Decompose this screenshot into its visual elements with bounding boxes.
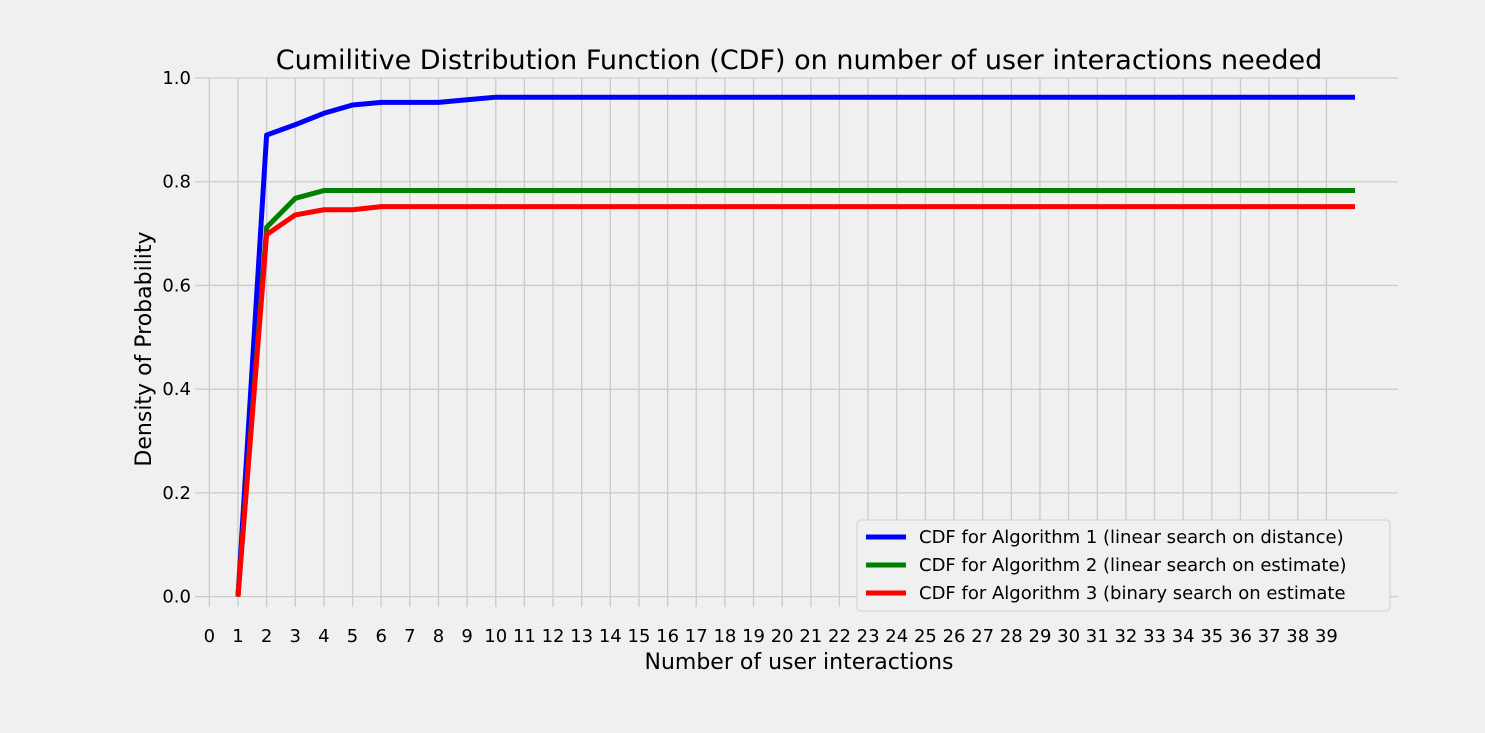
x-tick-label: 26 (943, 626, 966, 647)
x-tick-label: 33 (1143, 626, 1166, 647)
legend-label-algorithm-1: CDF for Algorithm 1 (linear search on di… (919, 527, 1344, 548)
x-tick-label: 6 (375, 626, 386, 647)
y-tick-label: 0.2 (162, 483, 191, 504)
x-tick-label: 30 (1057, 626, 1080, 647)
x-tick-label: 18 (713, 626, 736, 647)
x-tick-label: 12 (542, 626, 565, 647)
x-tick-label: 36 (1229, 626, 1252, 647)
x-tick-label: 15 (628, 626, 651, 647)
x-tick-label: 13 (570, 626, 593, 647)
x-tick-label: 5 (347, 626, 358, 647)
x-tick-label: 17 (685, 626, 708, 647)
legend: CDF for Algorithm 1 (linear search on di… (856, 519, 1391, 612)
x-tick-label: 39 (1315, 626, 1338, 647)
x-tick-label: 31 (1086, 626, 1109, 647)
x-tick-label: 35 (1200, 626, 1223, 647)
x-tick-label: 11 (513, 626, 536, 647)
chart-title: Cumilitive Distribution Function (CDF) o… (276, 45, 1323, 76)
y-tick-label: 0.6 (162, 275, 191, 296)
x-tick-label: 9 (461, 626, 472, 647)
x-tick-label: 7 (404, 626, 415, 647)
x-tick-label: 16 (656, 626, 679, 647)
x-tick-label: 2 (261, 626, 272, 647)
x-tick-label: 19 (742, 626, 765, 647)
x-tick-label: 4 (318, 626, 329, 647)
x-tick-label: 28 (1000, 626, 1023, 647)
x-tick-label: 10 (484, 626, 507, 647)
y-axis-label: Density of Probability (132, 231, 157, 466)
x-tick-label: 22 (828, 626, 851, 647)
y-tick-label: 0.4 (162, 379, 191, 400)
x-tick-label: 32 (1114, 626, 1137, 647)
x-tick-label: 0 (204, 626, 215, 647)
x-tick-label: 14 (599, 626, 622, 647)
y-tick-labels: 0.0 0.2 0.4 0.6 0.8 1.0 (162, 68, 191, 608)
x-tick-label: 1 (232, 626, 243, 647)
series-lines (235, 94, 1356, 597)
legend-label-algorithm-3: CDF for Algorithm 3 (binary search on es… (919, 583, 1346, 604)
x-tick-labels: 0 1 2 3 4 5 6 7 8 9 10 11 12 13 14 15 16 17 18 19 20 21 22 23 24… (204, 626, 1338, 647)
legend-box (856, 519, 1391, 612)
x-tick-label: 29 (1029, 626, 1052, 647)
y-tick-label: 1.0 (162, 68, 191, 89)
series-line-algorithm-2 (235, 188, 1356, 597)
series-line-algorithm-1 (235, 94, 1356, 597)
x-tick-label: 8 (433, 626, 444, 647)
x-tick-label: 38 (1286, 626, 1309, 647)
x-axis-label: Number of user interactions (645, 650, 954, 675)
y-tick-label: 0.8 (162, 172, 191, 193)
legend-item-2: CDF for Algorithm 2 (linear search on es… (866, 555, 1347, 576)
x-tick-label: 21 (799, 626, 822, 647)
legend-item-3: CDF for Algorithm 3 (binary search on es… (866, 583, 1346, 604)
x-tick-label: 37 (1258, 626, 1281, 647)
x-tick-label: 27 (971, 626, 994, 647)
x-tick-label: 25 (914, 626, 937, 647)
x-tick-label: 3 (290, 626, 301, 647)
x-tick-label: 24 (885, 626, 908, 647)
x-tick-label: 23 (857, 626, 880, 647)
y-tick-label: 0.0 (162, 587, 191, 608)
series-line-algorithm-3 (235, 204, 1356, 597)
x-tick-label: 20 (771, 626, 794, 647)
legend-label-algorithm-2: CDF for Algorithm 2 (linear search on es… (919, 555, 1347, 576)
x-tick-label: 34 (1172, 626, 1195, 647)
legend-item-1: CDF for Algorithm 1 (linear search on di… (866, 527, 1344, 548)
